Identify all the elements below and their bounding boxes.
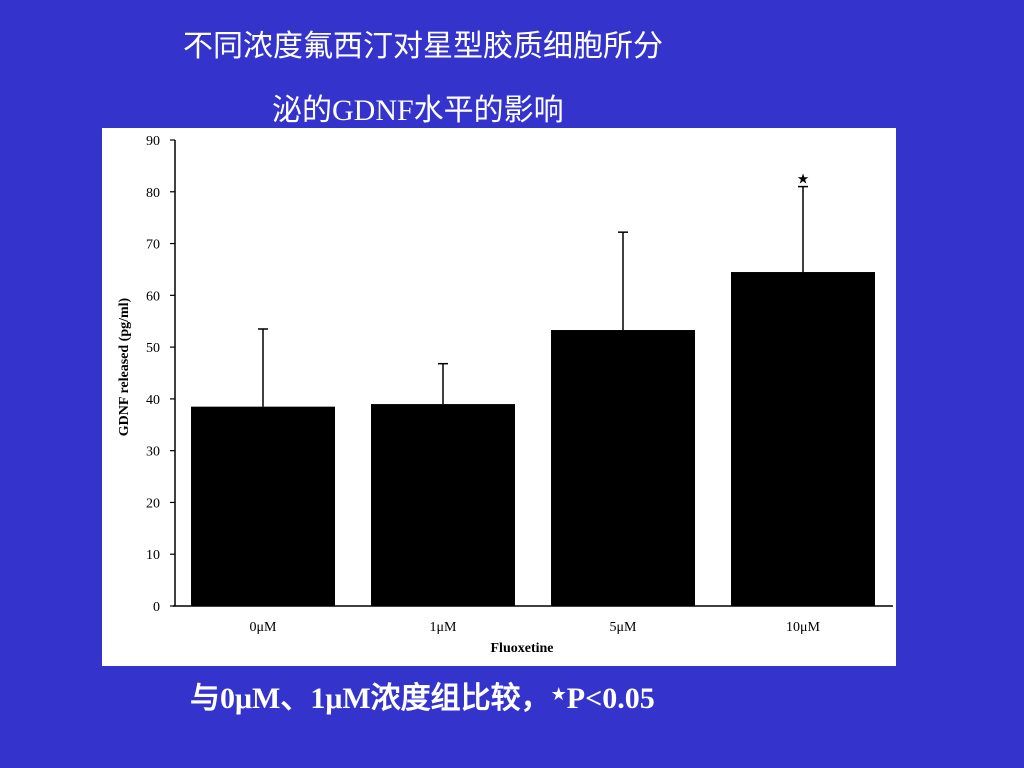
y-tick-label: 60	[146, 289, 160, 304]
x-tick-label: 10μM	[786, 620, 821, 635]
bar	[191, 406, 335, 606]
y-tick-label: 10	[146, 548, 160, 563]
y-tick-label: 90	[146, 134, 160, 149]
bar	[371, 404, 515, 606]
x-tick-label: 1μM	[430, 620, 458, 635]
title-line: 不同浓度氟西汀对星型胶质细胞所分	[183, 30, 663, 63]
bar	[731, 272, 875, 606]
significance-mark: ★	[797, 173, 810, 188]
x-tick-label: 5μM	[610, 620, 638, 635]
y-tick-label: 20	[146, 496, 160, 511]
footnote-text: P<0.05	[567, 682, 655, 715]
y-tick-label: 0	[153, 600, 160, 615]
footnote-star: ★	[551, 684, 567, 704]
y-tick-label: 80	[146, 186, 160, 201]
y-tick-label: 50	[146, 341, 160, 356]
y-tick-label: 70	[146, 238, 160, 253]
footnote-text: 与0μM、1μM浓度组比较，	[190, 681, 551, 715]
bar	[551, 330, 695, 606]
y-tick-label: 40	[146, 393, 160, 408]
footnote: 与0μM、1μM浓度组比较，★P<0.05	[190, 681, 655, 715]
y-axis-label: GDNF released (pg/ml)	[117, 297, 132, 436]
x-tick-label: 0μM	[250, 620, 278, 635]
title-line: 泌的GDNF水平的影响	[272, 94, 564, 127]
y-tick-label: 30	[146, 445, 160, 460]
x-axis-label: Fluoxetine	[491, 641, 554, 656]
